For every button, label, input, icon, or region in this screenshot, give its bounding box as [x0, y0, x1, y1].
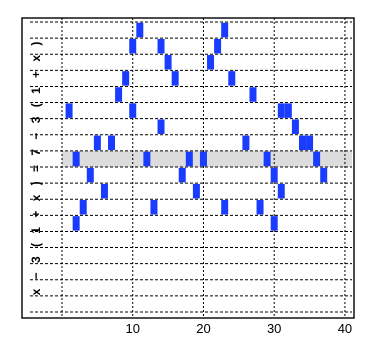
bar	[185, 151, 193, 167]
bar	[277, 183, 285, 199]
equation-label: x − 3 ( 1 + x ) = 7 − 3 ( 1 + x )	[29, 39, 43, 296]
bar-series	[65, 22, 328, 231]
bar	[86, 167, 94, 183]
bar	[228, 71, 236, 86]
bar	[143, 151, 151, 167]
bar	[320, 167, 328, 183]
bar	[284, 103, 292, 118]
bar	[136, 22, 144, 38]
x-tick-label: 30	[267, 321, 281, 336]
x-tick-label: 40	[338, 321, 352, 336]
bar	[79, 200, 87, 215]
chart-frame	[21, 17, 355, 319]
bar	[256, 200, 264, 215]
bar	[242, 135, 250, 151]
x-tick-label: 20	[196, 321, 210, 336]
bar	[192, 183, 200, 199]
bar	[129, 103, 137, 118]
bar	[207, 55, 215, 70]
bar	[93, 135, 101, 151]
bar	[157, 38, 165, 54]
bar	[214, 38, 222, 54]
bar	[270, 167, 278, 183]
bar	[150, 200, 158, 215]
bar	[221, 200, 229, 215]
bar	[221, 22, 229, 38]
bar	[122, 71, 130, 86]
bar	[263, 151, 271, 167]
bar	[291, 119, 299, 134]
bar	[171, 71, 179, 86]
x-axis-ticks: 10 20 30 40	[125, 321, 352, 336]
bar	[65, 103, 73, 118]
bar	[129, 38, 137, 54]
bar	[313, 151, 321, 167]
bar	[164, 55, 172, 70]
equation-text: x − 3 ( 1 + x ) = 7 − 3 ( 1 + x )	[29, 39, 43, 296]
bar	[178, 167, 186, 183]
highlight-row-band	[62, 150, 352, 167]
bar	[306, 135, 314, 151]
bar	[108, 135, 116, 151]
bar	[277, 103, 285, 118]
bar	[249, 87, 257, 102]
bar	[270, 216, 278, 231]
grid-lines	[30, 18, 352, 318]
bar	[72, 151, 80, 167]
bar	[298, 135, 306, 151]
bar	[100, 183, 108, 199]
bar	[72, 216, 80, 231]
bar	[115, 87, 123, 102]
x-tick-label: 10	[125, 321, 139, 336]
bar	[157, 119, 165, 134]
bar	[199, 151, 207, 167]
